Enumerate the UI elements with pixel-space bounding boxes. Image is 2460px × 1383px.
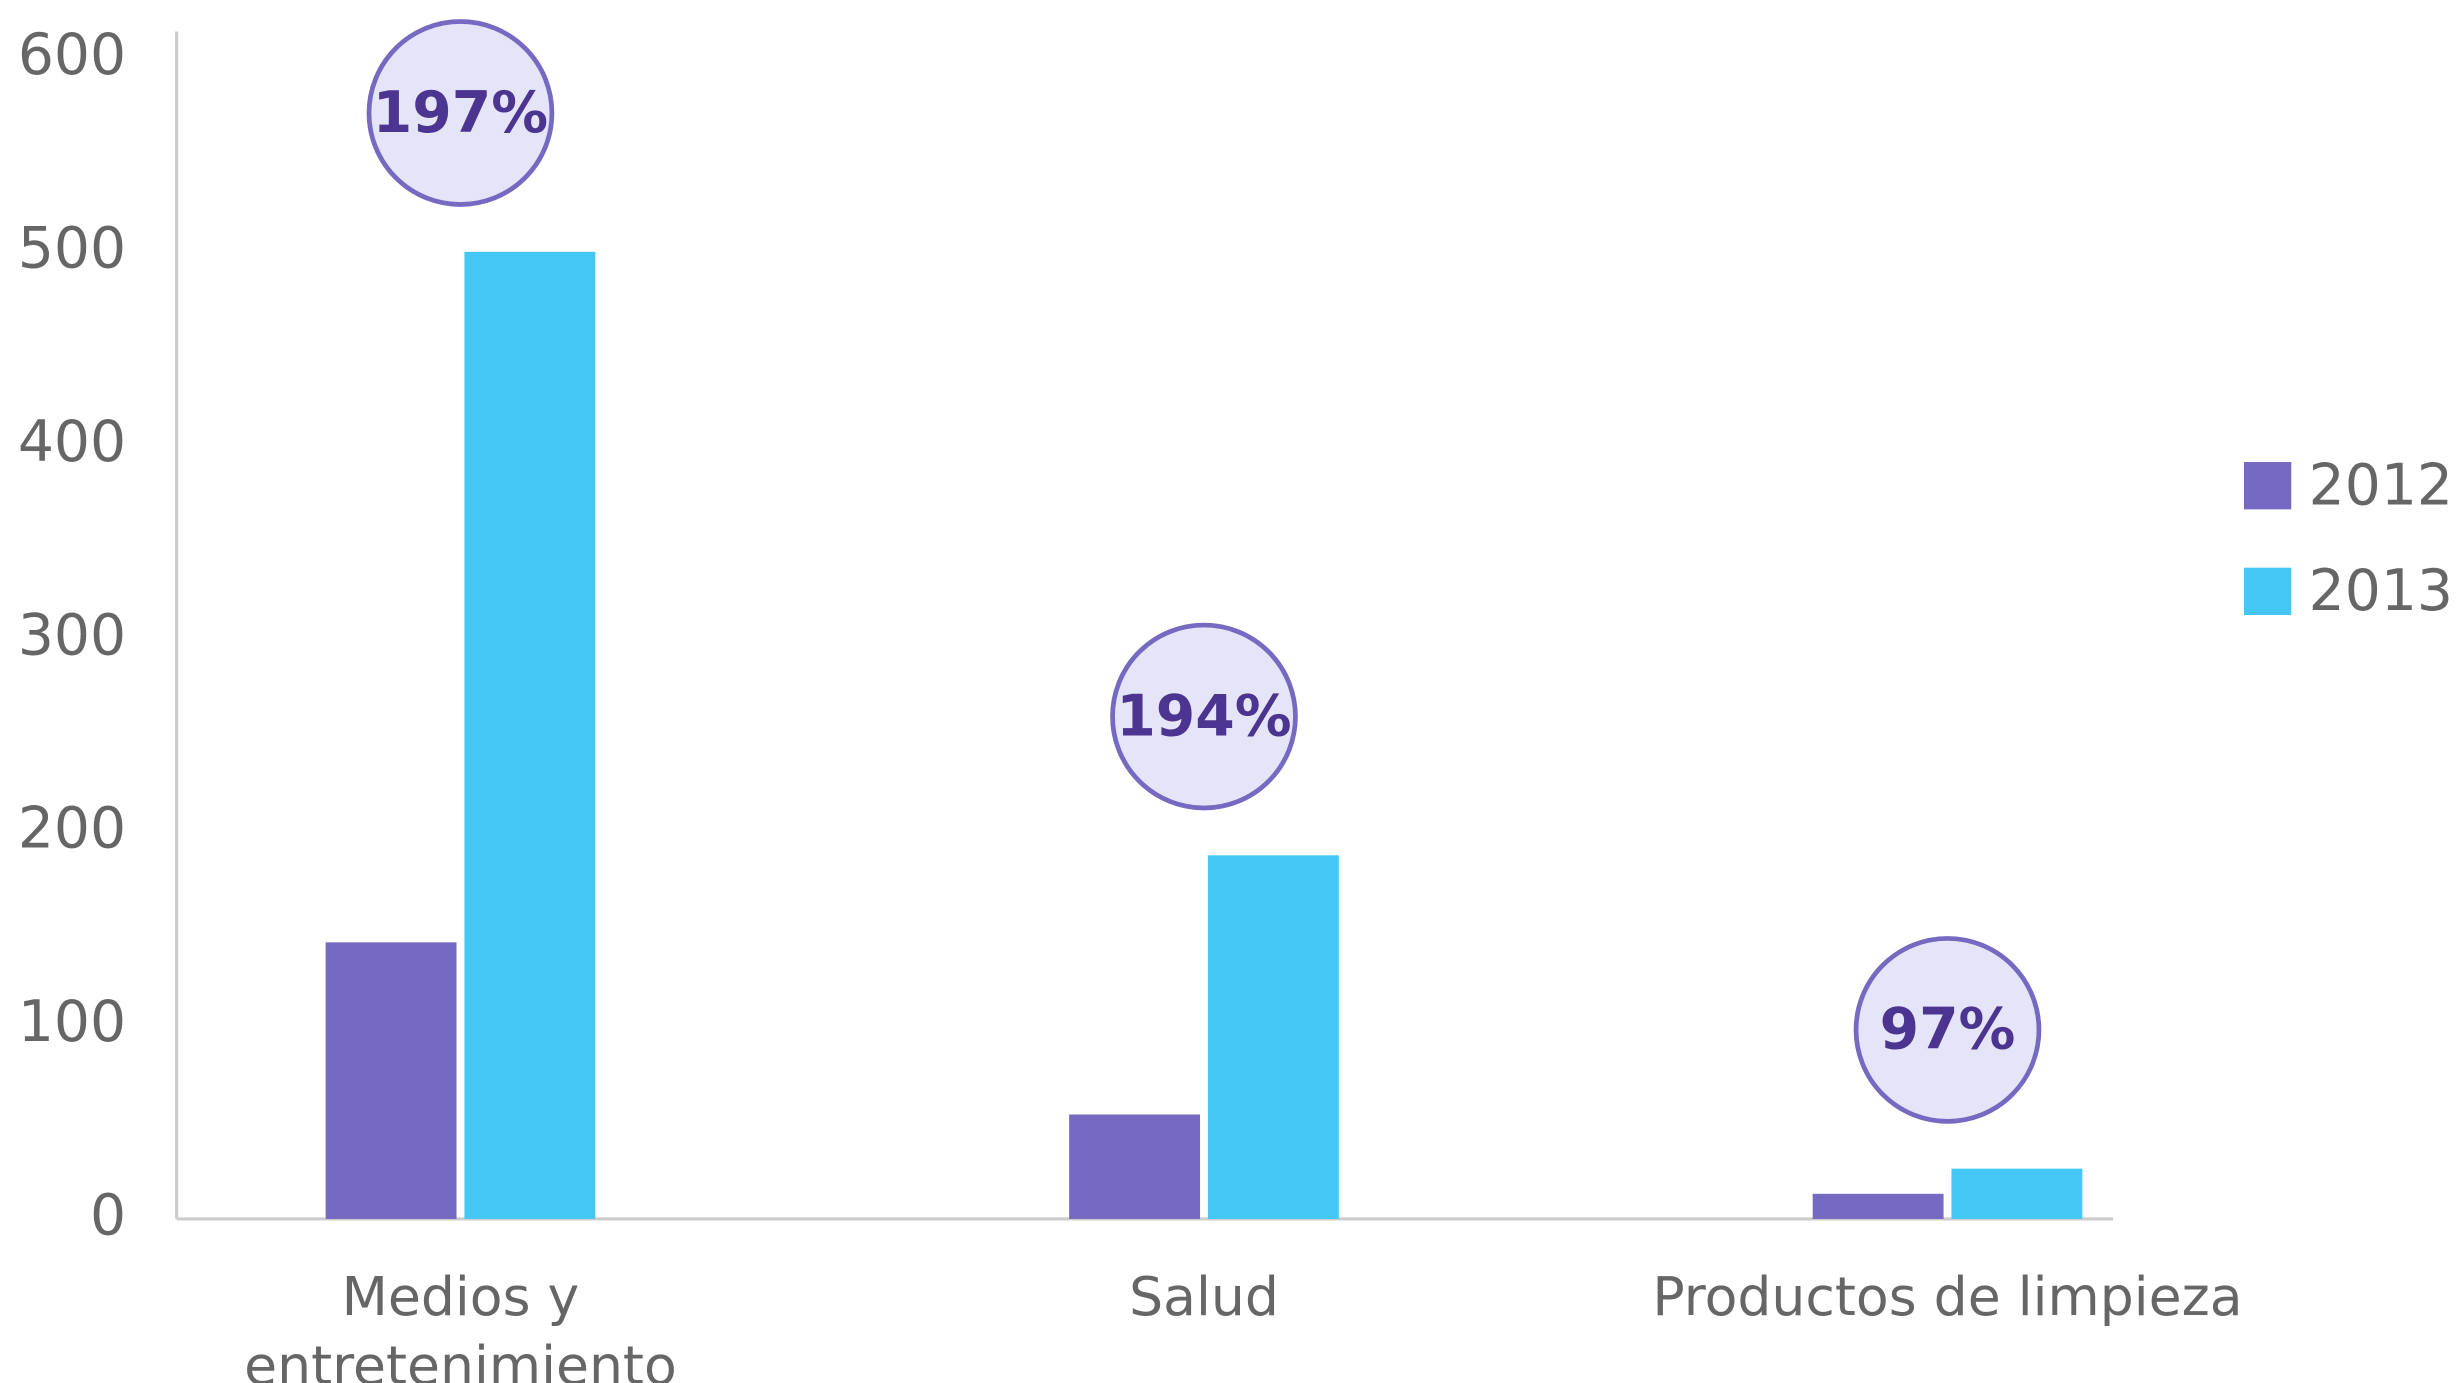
legend-label: 2012 xyxy=(2309,452,2453,518)
y-tick-label: 300 xyxy=(18,602,126,668)
annotation: 97% xyxy=(1880,997,2016,1063)
x-tick-label: Medios y entretenimiento xyxy=(244,1264,677,1383)
y-tick-label: 200 xyxy=(18,796,126,862)
x-tick-label: Productos de limpieza xyxy=(1652,1264,2243,1328)
legend-swatch xyxy=(2243,567,2292,615)
legend-label: 2013 xyxy=(2309,558,2453,624)
annotation-bubble xyxy=(366,19,555,207)
bar xyxy=(1812,1193,1944,1219)
y-tick-label: 100 xyxy=(18,989,126,1055)
y-tick-label: 0 xyxy=(90,1183,126,1249)
annotation: 197% xyxy=(373,80,548,146)
y-tick-label: 400 xyxy=(18,409,126,475)
bar xyxy=(325,942,457,1219)
annotation-bubble xyxy=(1110,622,1298,811)
y-tick-label: 600 xyxy=(18,22,126,88)
bar xyxy=(1069,1114,1201,1219)
bar xyxy=(1951,1168,2083,1219)
annotation: 194% xyxy=(1116,683,1291,749)
bar xyxy=(464,251,596,1219)
bar xyxy=(1207,855,1339,1219)
y-tick-label: 500 xyxy=(18,215,126,281)
annotation-bubble xyxy=(1853,936,2042,1124)
x-tick-label: Salud xyxy=(1129,1264,1279,1328)
legend-swatch xyxy=(2243,462,2292,510)
